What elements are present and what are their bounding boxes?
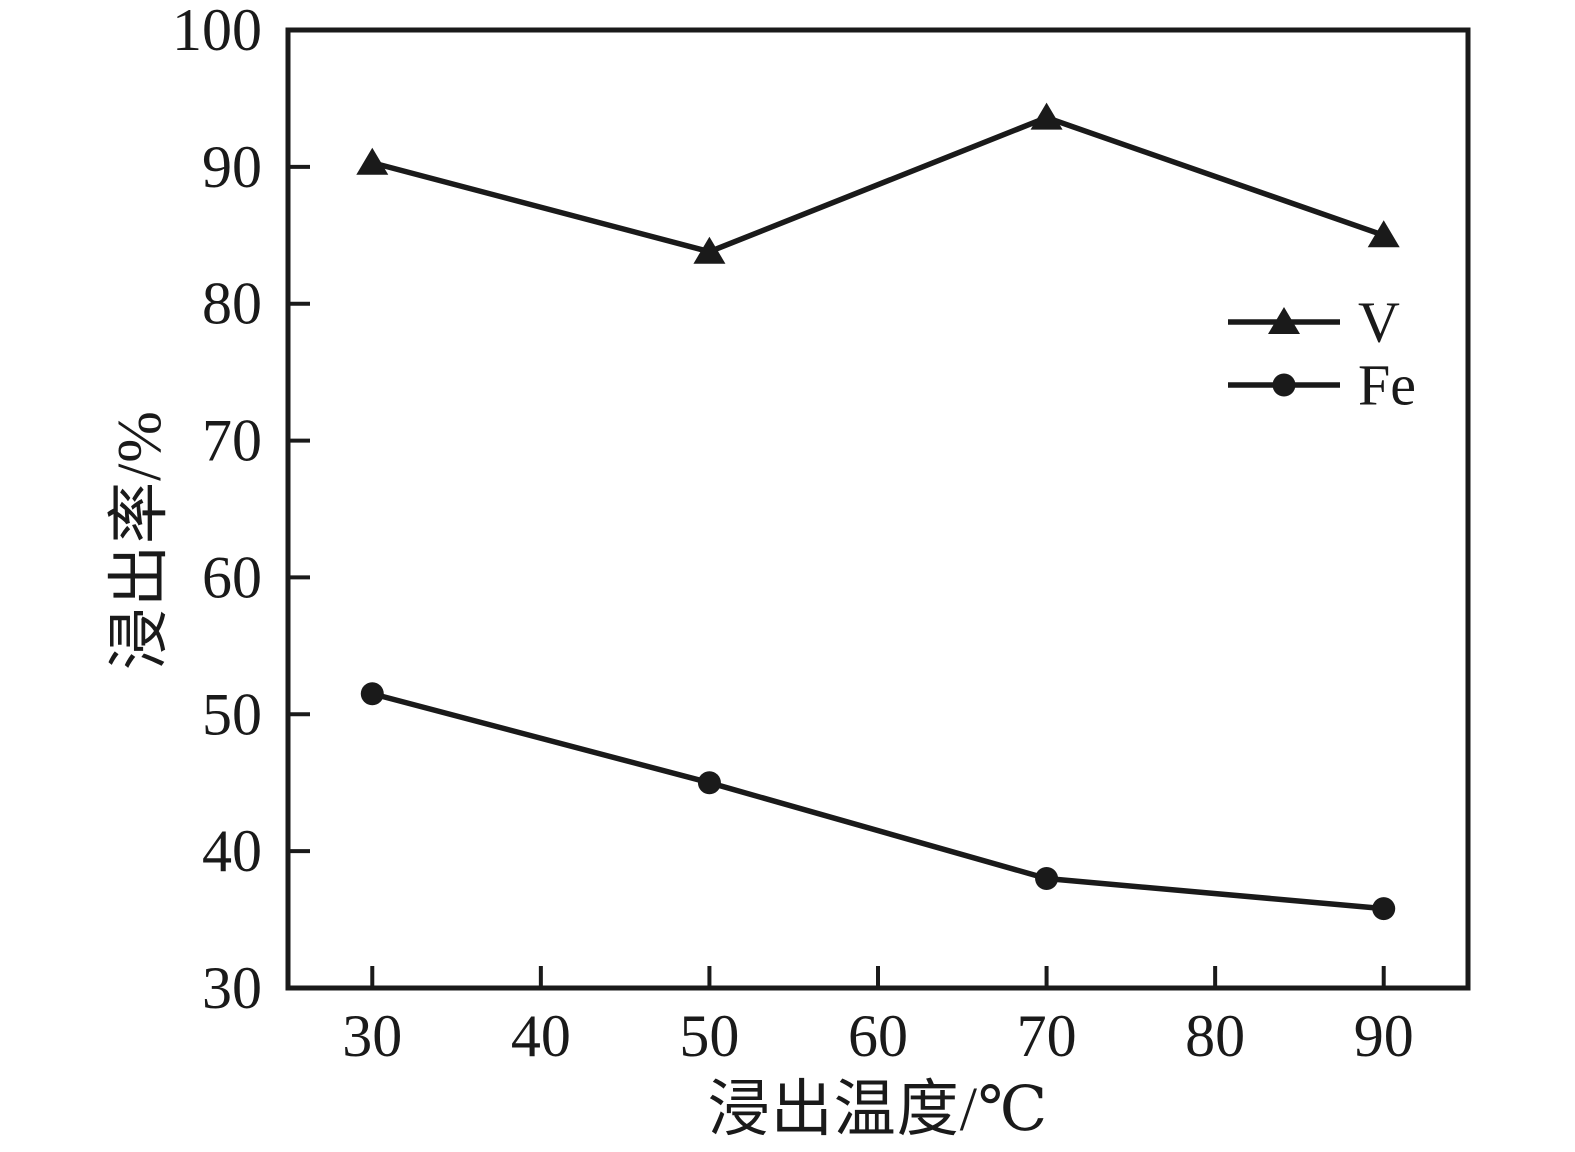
y-tick-label: 30 bbox=[202, 955, 262, 1021]
y-tick-label: 90 bbox=[202, 134, 262, 200]
x-tick-label: 50 bbox=[679, 1003, 739, 1069]
axis-tick-labels: 30 40 50 60 70 80 90 30 40 50 60 70 80 90 100 bbox=[172, 0, 1414, 1069]
legend-label-V: V bbox=[1358, 290, 1400, 355]
y-tick-label: 40 bbox=[202, 818, 262, 884]
plot-border-rect bbox=[285, 27, 1471, 991]
series-Fe-marker bbox=[697, 771, 721, 795]
y-axis-title: 浸出率/% bbox=[106, 410, 174, 670]
y-tick-label: 100 bbox=[172, 0, 262, 63]
x-tick-label: 90 bbox=[1354, 1003, 1414, 1069]
legend-marker-V bbox=[1268, 307, 1300, 334]
x-axis-title: 浸出温度/℃ bbox=[707, 1076, 1049, 1144]
series-V-marker bbox=[1367, 220, 1400, 248]
y-tick-label: 50 bbox=[202, 681, 262, 747]
series-V-marker bbox=[693, 236, 726, 264]
data-series bbox=[356, 102, 1400, 921]
legend-marker-Fe bbox=[1272, 373, 1296, 397]
y-tick-label: 80 bbox=[202, 271, 262, 337]
plot-border bbox=[285, 27, 1471, 991]
legend: VFe bbox=[1228, 290, 1416, 418]
series-V-line bbox=[371, 114, 1385, 255]
y-tick-label: 60 bbox=[202, 544, 262, 610]
x-tick-label: 30 bbox=[342, 1003, 402, 1069]
y-tick-label: 70 bbox=[202, 408, 262, 474]
axis-ticks bbox=[288, 28, 1386, 990]
x-tick-label: 40 bbox=[511, 1003, 571, 1069]
series-V-marker bbox=[356, 147, 389, 175]
x-tick-label: 80 bbox=[1185, 1003, 1245, 1069]
x-tick-label: 60 bbox=[848, 1003, 908, 1069]
series-Fe-marker bbox=[1372, 897, 1396, 921]
series-Fe-marker bbox=[360, 682, 384, 706]
x-tick-label: 70 bbox=[1017, 1003, 1077, 1069]
legend-label-Fe: Fe bbox=[1358, 353, 1416, 418]
series-Fe-marker bbox=[1035, 867, 1059, 891]
series-V-marker bbox=[1030, 102, 1063, 130]
series-Fe-line bbox=[371, 691, 1384, 912]
